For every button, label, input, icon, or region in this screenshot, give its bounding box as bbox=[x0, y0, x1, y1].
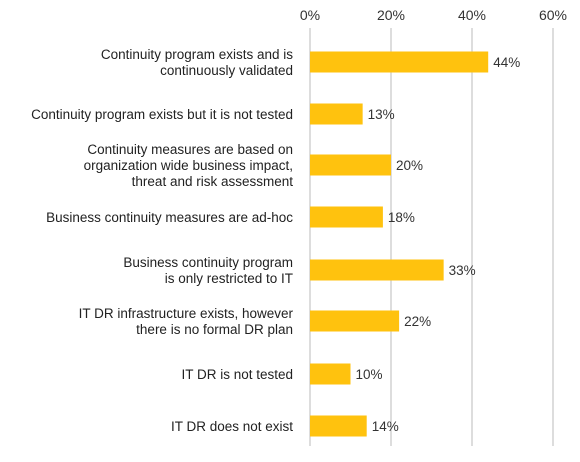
data-label: 22% bbox=[404, 314, 431, 329]
category-label-line: organization wide business impact, bbox=[84, 158, 293, 173]
category-label: Business continuity measures are ad-hoc bbox=[46, 210, 293, 225]
bar bbox=[310, 310, 400, 332]
category-label-line: IT DR is not tested bbox=[181, 367, 293, 382]
bar bbox=[310, 51, 489, 73]
bar bbox=[310, 363, 351, 385]
bar bbox=[310, 415, 367, 437]
data-label: 14% bbox=[372, 419, 399, 434]
category-label: Continuity measures are based on organiza… bbox=[84, 142, 294, 189]
category-label: IT DR infrastructure exists, however ther… bbox=[79, 306, 294, 337]
category-label: Continuity program exists but it is not … bbox=[31, 107, 293, 122]
category-label-line: IT DR does not exist bbox=[171, 419, 293, 434]
data-label: 44% bbox=[493, 55, 520, 70]
data-label: 10% bbox=[356, 367, 383, 382]
category-label-line: is only restricted to IT bbox=[165, 271, 293, 286]
category-label-line: Continuity program exists and is bbox=[101, 47, 293, 62]
x-tick-label: 40% bbox=[458, 7, 486, 23]
bar bbox=[310, 206, 383, 228]
category-label: Business continuity program is only restr… bbox=[123, 255, 293, 286]
data-label: 13% bbox=[368, 107, 395, 122]
data-label: 20% bbox=[396, 158, 423, 173]
category-label: IT DR is not tested bbox=[181, 367, 293, 382]
bar bbox=[310, 103, 363, 125]
data-label: 18% bbox=[388, 210, 415, 225]
category-label-line: there is no formal DR plan bbox=[136, 322, 293, 337]
category-label-line: Business continuity program bbox=[123, 255, 293, 270]
x-tick-label: 20% bbox=[377, 7, 405, 23]
bar bbox=[310, 154, 391, 176]
category-label-line: continuously validated bbox=[160, 63, 293, 78]
category-label: Continuity program exists and is continuo… bbox=[101, 47, 293, 78]
bar bbox=[310, 259, 444, 281]
category-label-line: IT DR infrastructure exists, however bbox=[79, 306, 294, 321]
category-label-line: Continuity measures are based on bbox=[87, 142, 293, 157]
data-label: 33% bbox=[449, 263, 476, 278]
category-label-line: threat and risk assessment bbox=[132, 174, 294, 189]
category-label-line: Business continuity measures are ad-hoc bbox=[46, 210, 293, 225]
x-tick-label: 60% bbox=[539, 7, 567, 23]
x-tick-label: 0% bbox=[300, 7, 320, 23]
category-label: IT DR does not exist bbox=[171, 419, 293, 434]
category-label-line: Continuity program exists but it is not … bbox=[31, 107, 293, 122]
